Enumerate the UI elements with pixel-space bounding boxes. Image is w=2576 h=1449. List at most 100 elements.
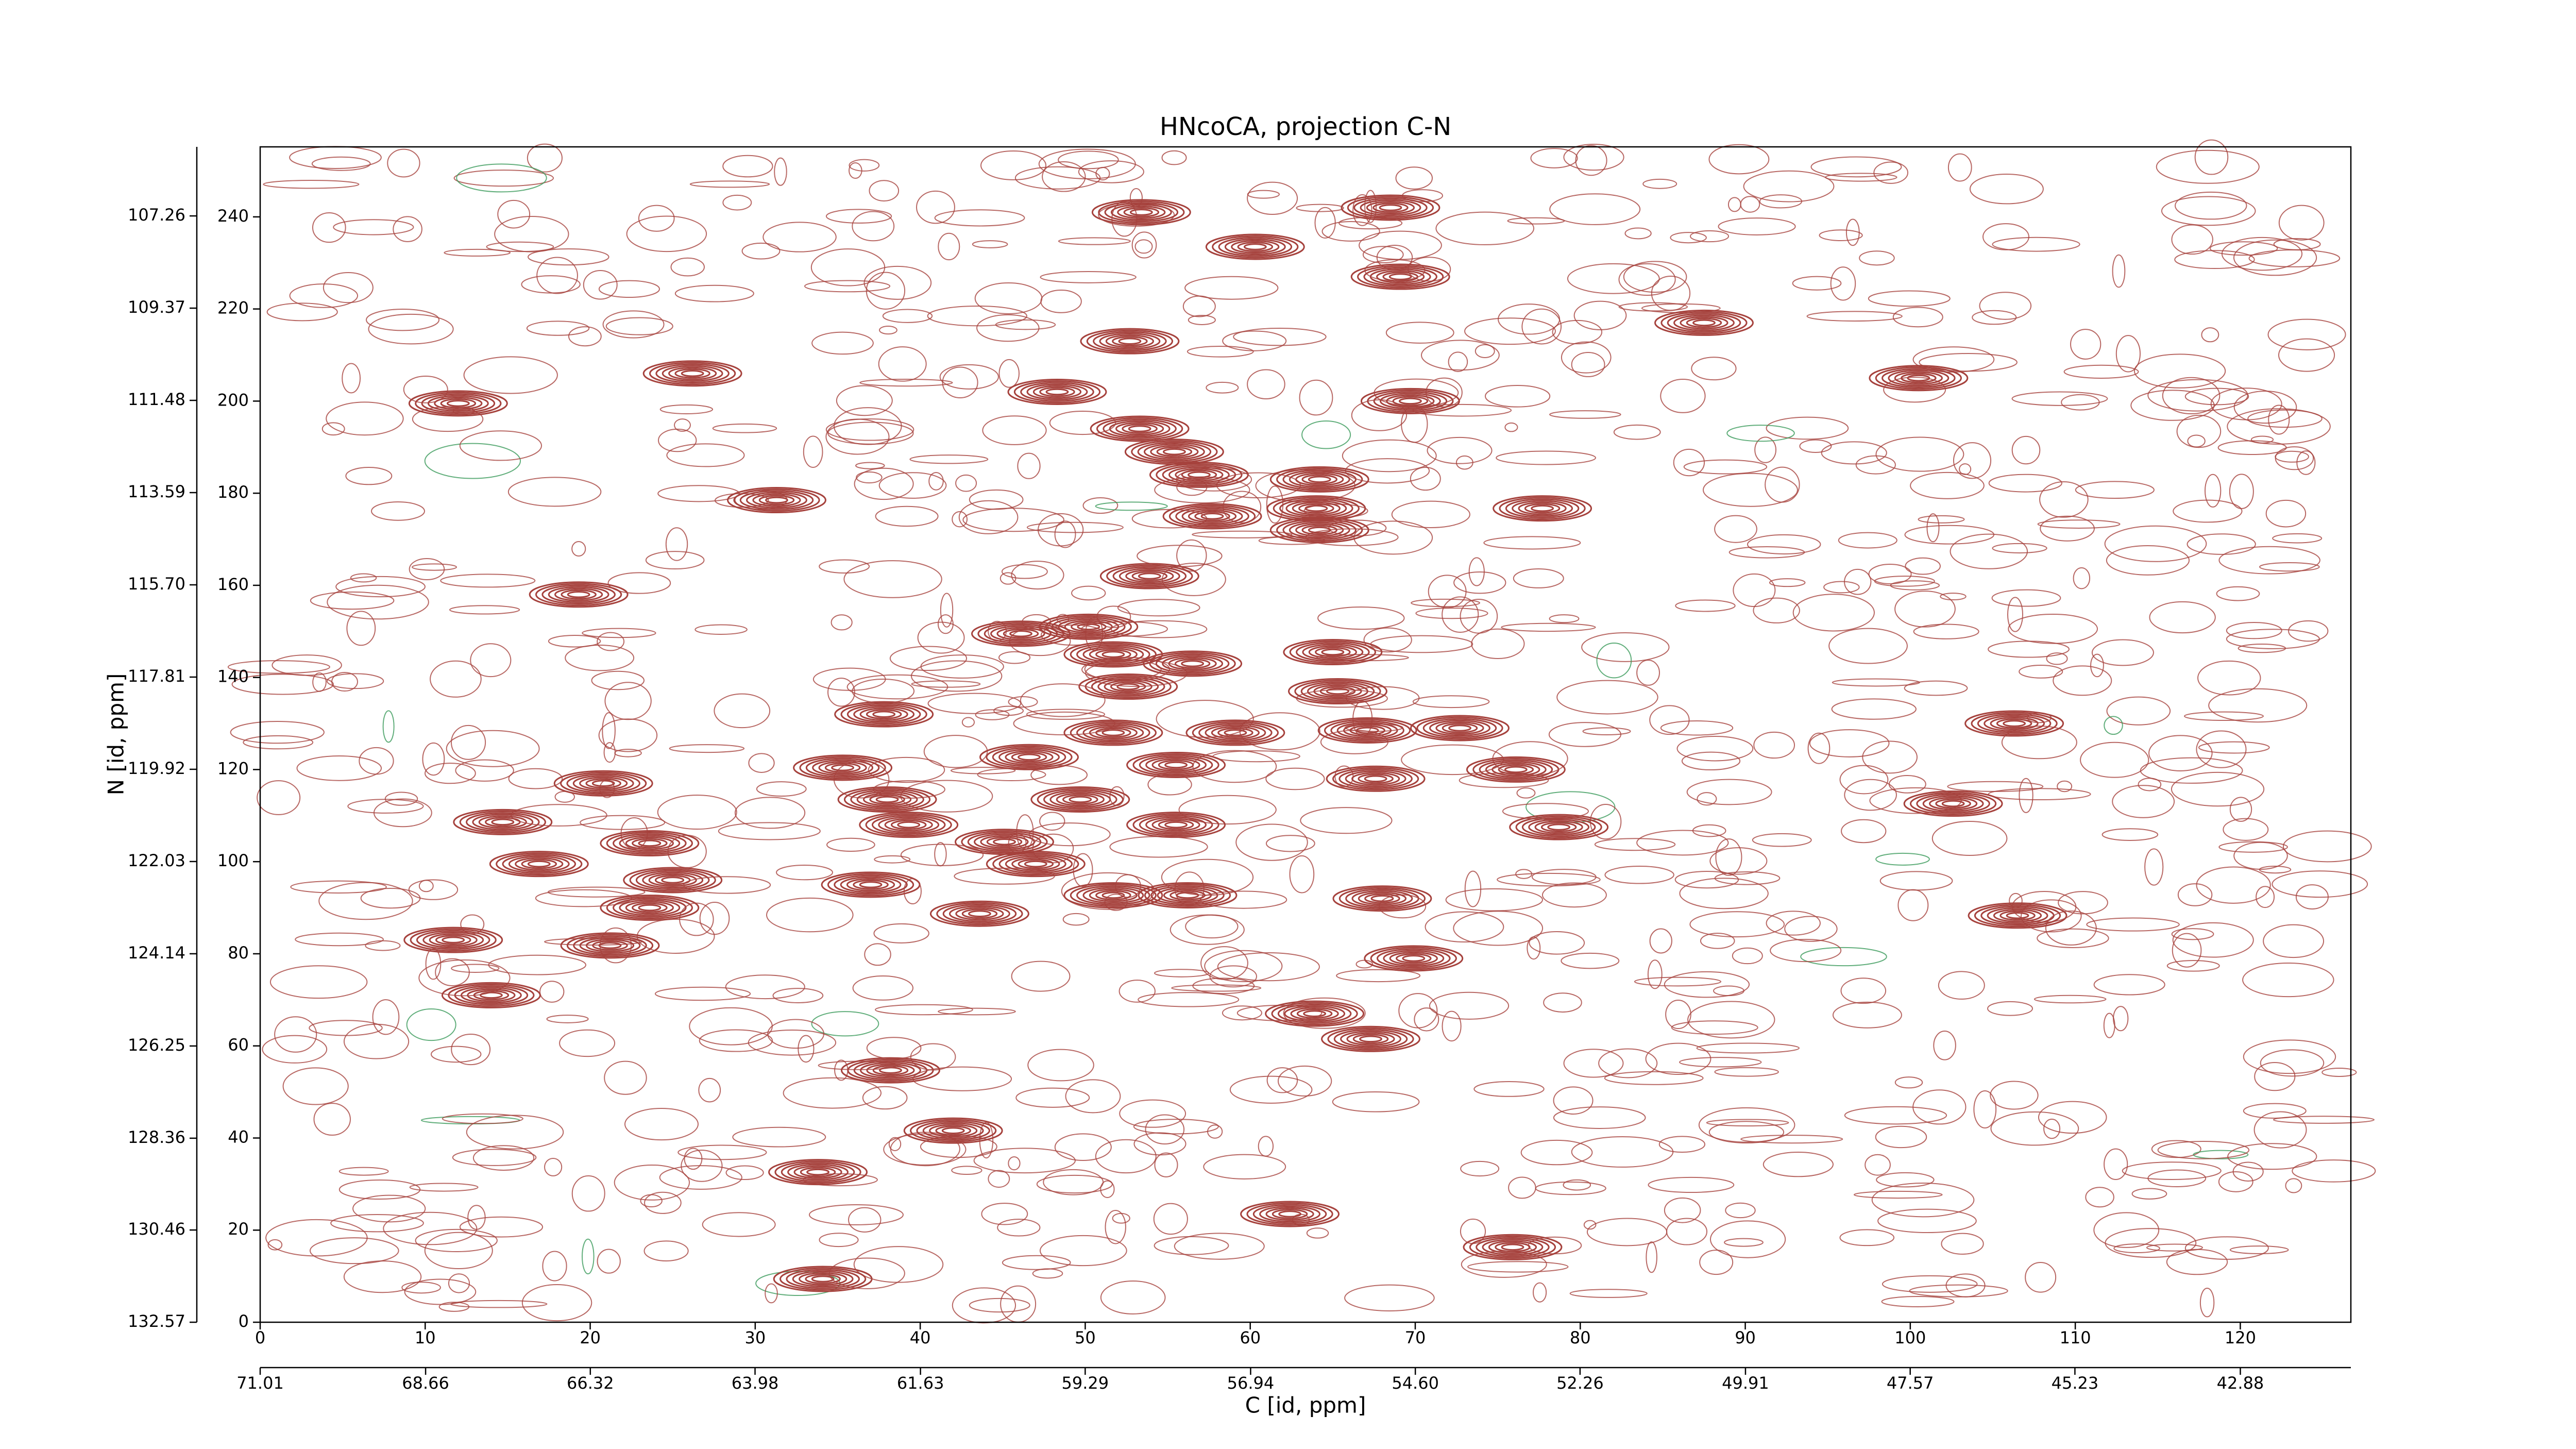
noise-contour [1501,622,1596,632]
peak-contour [554,587,603,601]
peak-contour [427,395,489,412]
noise-contour [2197,660,2261,696]
noise-contour [2001,726,2077,760]
noise-contour [1604,1071,1704,1085]
peak-contour [1416,716,1503,740]
noise-contour [1569,1289,1648,1298]
noise-contour [542,1251,567,1282]
noise-contour [1011,561,1064,589]
noise-contour [580,815,666,830]
noise-contour [2199,1288,2215,1318]
noise-contour [677,1144,767,1160]
peak-contour [1990,717,2039,731]
noise-contour [2008,614,2098,644]
peak-contour [548,586,609,603]
peak-contour [1909,792,1997,815]
peak-contour [971,620,1071,647]
noise-contour [722,194,752,211]
noise-contour [2093,1212,2160,1248]
peak-contour [733,488,820,512]
noise-contour [665,527,688,561]
noise-contour [507,477,602,507]
peak-contour [1466,756,1566,783]
plot-frame [259,146,2352,1323]
noise-contour [1910,471,1985,499]
peak-contour [1076,644,1150,665]
peak-contour [1358,773,1394,784]
noise-contour [2090,653,2104,678]
peak-contour [478,815,527,829]
peak-contour [642,871,704,889]
peak [441,982,541,1008]
noise-contour [1153,1203,1188,1235]
noise-contour [444,248,511,257]
peak-contour [1376,948,1451,969]
noise-contour [2085,1187,2114,1208]
noise-contour [1941,1233,1984,1255]
noise-contour [2229,797,2252,822]
peak-contour [1284,1005,1346,1022]
peak-contour [1429,719,1490,737]
noise-contour [1874,576,1935,587]
peak-contour [598,942,622,949]
peak-contour [1531,504,1554,512]
noise-contour [393,216,422,242]
noise-contour [725,1165,764,1181]
noise-contour [819,1233,859,1248]
noise-contour [2171,771,2265,807]
peak-contour [1308,526,1331,534]
peak-contour [416,930,490,950]
peak-contour [884,818,933,832]
noise-contour [1192,978,1255,995]
noise-contour [472,1145,535,1171]
noise-contour [1702,473,1798,507]
peak-contour [1064,620,1113,634]
noise-contour [2278,338,2335,372]
peak-contour [1326,687,1349,695]
peak-contour [1175,506,1249,527]
peak-contour [1386,394,1435,408]
noise-contour [1855,455,1896,475]
noise-contour [372,999,400,1035]
noise-contour [1206,381,1239,394]
noise-contour [636,919,715,954]
peak [489,851,589,878]
noise-contour [2106,545,2190,576]
peak-contour [1984,715,2045,732]
noise-contour [2063,364,2139,379]
noise-contour [1618,263,1676,296]
noise-contour [597,632,625,651]
peak-contour [1168,504,1256,528]
peak-contour [799,1272,848,1286]
peak-contour [1894,371,1943,385]
peak-contour [1143,443,1205,460]
peak [1030,786,1130,813]
noise-contour [2149,601,2216,634]
noise-contour [1575,145,1607,176]
noise-contour [435,958,470,986]
peak-contour [1237,242,1274,252]
peak-contour [553,770,653,797]
noise-contour [430,660,482,698]
noise-contour [1839,765,1889,795]
noise-contour [2147,379,2248,412]
peak-contour [846,878,895,891]
noise-contour [1071,585,1106,601]
noise-contour [412,563,457,571]
peak [642,360,742,387]
noise-contour [2039,481,2089,518]
peak-contour [1349,725,1385,736]
noise-contour [640,1194,663,1208]
peak-contour [1123,207,1160,217]
peak-contour [1162,503,1262,530]
noise-contour [326,401,404,436]
noise-contour [1670,232,1707,244]
peak-contour [834,701,934,728]
noise-contour [1247,190,1280,199]
noise-contour [1095,501,1168,511]
noise-contour [1040,271,1137,283]
peak-contour [1078,673,1178,700]
peak [1903,790,2003,817]
noise-contour [2122,1161,2222,1180]
noise-contour [859,378,953,387]
